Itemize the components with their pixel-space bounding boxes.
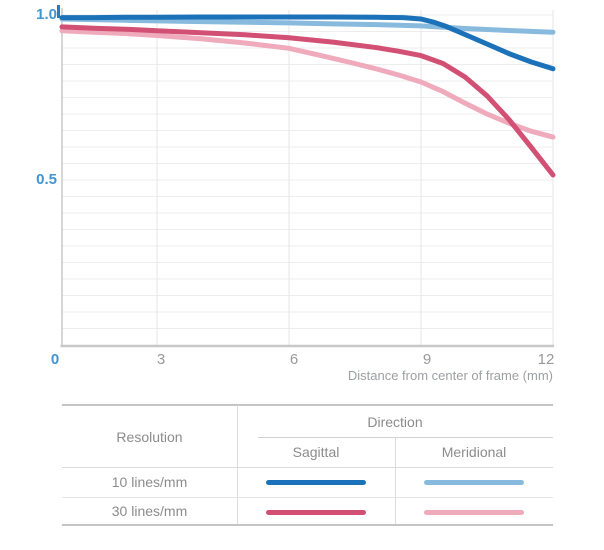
x-tick-0: 0 bbox=[50, 351, 60, 368]
x-tick-9: 9 bbox=[422, 351, 432, 368]
legend-swatch-10-meridional bbox=[424, 480, 524, 485]
x-tick-3: 3 bbox=[156, 351, 166, 368]
legend-header-underline bbox=[62, 467, 553, 468]
curve-30-lines-mm-meridional bbox=[59, 28, 556, 140]
legend-row-30-label: 30 lines/mm bbox=[111, 502, 188, 519]
legend-direction-underline bbox=[258, 437, 553, 438]
curve-10-lines-mm-sagittal bbox=[59, 14, 556, 72]
legend-swatch-10-sagittal bbox=[266, 480, 366, 485]
y-axis-label-top: 1.0 bbox=[36, 6, 57, 23]
legend-header-direction: Direction bbox=[367, 413, 423, 430]
legend-divider-direction-columns bbox=[395, 437, 396, 524]
x-tick-12: 12 bbox=[537, 351, 555, 368]
legend-table: Resolution Direction Sagittal Meridional… bbox=[62, 404, 553, 526]
legend-header-resolution: Resolution bbox=[116, 428, 183, 445]
legend-row-separator bbox=[62, 497, 553, 498]
legend-swatch-30-meridional bbox=[424, 510, 524, 515]
curve-10-lines-mm-meridional bbox=[59, 16, 556, 35]
legend-divider-resolution bbox=[237, 406, 238, 524]
y-axis-label-mid: 0.5 bbox=[36, 171, 57, 188]
mtf-chart-plot bbox=[57, 5, 556, 348]
legend-swatch-30-sagittal bbox=[266, 510, 366, 515]
legend-header-meridional: Meridional bbox=[441, 444, 507, 460]
x-axis-title: Distance from center of frame (mm) bbox=[347, 368, 553, 383]
legend-row-10-label: 10 lines/mm bbox=[111, 474, 188, 490]
curve-30-lines-mm-sagittal bbox=[59, 24, 556, 178]
legend-header-sagittal: Sagittal bbox=[292, 444, 340, 460]
x-tick-6: 6 bbox=[289, 351, 299, 368]
